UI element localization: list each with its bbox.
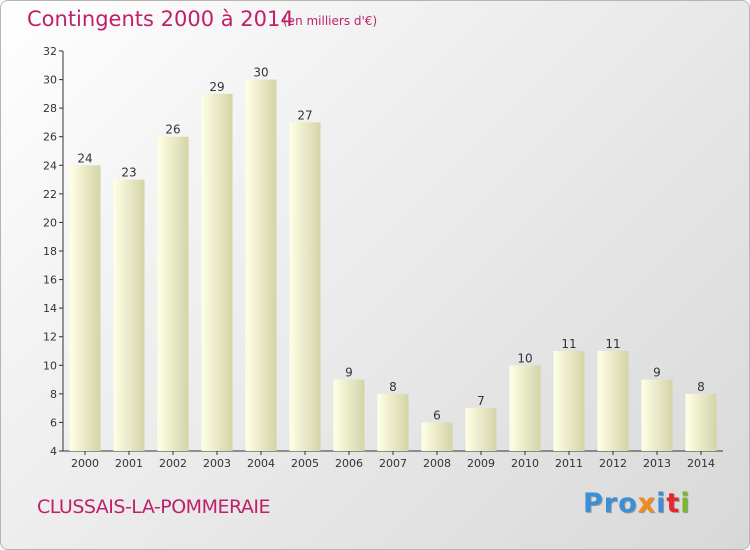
x-tick-label: 2000: [71, 457, 99, 470]
bar: [421, 422, 453, 451]
data-label: 24: [77, 151, 92, 165]
x-tick-label: 2012: [599, 457, 627, 470]
bar: [69, 165, 101, 452]
bar: [245, 79, 277, 452]
data-label: 27: [297, 108, 312, 122]
bar: [333, 379, 365, 451]
data-label: 8: [389, 380, 397, 394]
y-tick-label: 28: [43, 102, 57, 115]
y-tick-label: 12: [43, 331, 57, 344]
y-tick-label: 18: [43, 245, 57, 258]
data-label: 8: [697, 380, 705, 394]
x-tick-label: 2010: [511, 457, 539, 470]
data-label: 6: [433, 408, 441, 422]
data-labels: 24 23 26 29 30 27 9 8 6 7 10 11 11 9 8: [77, 66, 704, 423]
y-tick-label: 14: [43, 302, 57, 315]
data-label: 10: [517, 351, 532, 365]
x-tick-label: 2002: [159, 457, 187, 470]
data-label: 11: [605, 337, 620, 351]
x-tick-label: 2004: [247, 457, 275, 470]
bar: [553, 351, 585, 451]
y-tick-label: 22: [43, 188, 57, 201]
bar: [201, 93, 233, 451]
logo-part: x: [637, 488, 657, 519]
x-tick-label: 2003: [203, 457, 231, 470]
x-tick-label: 2001: [115, 457, 143, 470]
logo-part: Pro: [583, 488, 638, 519]
y-tick-label: 4: [50, 445, 57, 458]
x-tick-label: 2007: [379, 457, 407, 470]
logo-part: i: [680, 488, 691, 519]
bar: [289, 122, 321, 451]
y-tick-label: 10: [43, 359, 57, 372]
x-tick-label: 2011: [555, 457, 583, 470]
data-label: 26: [165, 123, 180, 137]
y-tick-label: 30: [43, 74, 57, 87]
axes: 4 6 8 10 12 14 16 18 20 22 24 26 28 30 32 2000 2001 2002 2…: [43, 45, 723, 470]
bar: [465, 408, 497, 451]
unit-label: (en milliers d'€): [283, 14, 378, 28]
data-label: 30: [253, 66, 268, 80]
y-tick-label: 32: [43, 45, 57, 58]
bar: [685, 393, 717, 451]
y-tick-label: 8: [50, 388, 57, 401]
chart-title: Contingents 2000 à 2014: [27, 7, 294, 31]
y-tick-label: 26: [43, 131, 57, 144]
y-tick-label: 24: [43, 159, 57, 172]
y-tick-label: 20: [43, 216, 57, 229]
x-tick-label: 2014: [687, 457, 715, 470]
data-label: 11: [561, 337, 576, 351]
bar: [113, 179, 145, 452]
y-tick-label: 16: [43, 274, 57, 287]
x-tick-label: 2005: [291, 457, 319, 470]
data-label: 9: [653, 366, 661, 380]
bar: [157, 136, 189, 451]
bar: [597, 351, 629, 451]
logo-part: t: [666, 488, 681, 519]
bar: [509, 365, 541, 451]
x-tick-label: 2013: [643, 457, 671, 470]
x-tick-label: 2008: [423, 457, 451, 470]
data-label: 7: [477, 394, 485, 408]
data-label: 29: [209, 80, 224, 94]
data-label: 9: [345, 366, 353, 380]
proxiti-logo: Proxiti: [583, 488, 691, 519]
logo-part: i: [656, 488, 667, 519]
x-tick-label: 2009: [467, 457, 495, 470]
x-tick-label: 2006: [335, 457, 363, 470]
bar: [641, 379, 673, 451]
commune-name: CLUSSAIS-LA-POMMERAIE: [37, 496, 271, 518]
bar: [377, 393, 409, 451]
data-label: 23: [121, 166, 136, 180]
bars: [69, 79, 717, 452]
y-tick-label: 6: [50, 416, 57, 429]
